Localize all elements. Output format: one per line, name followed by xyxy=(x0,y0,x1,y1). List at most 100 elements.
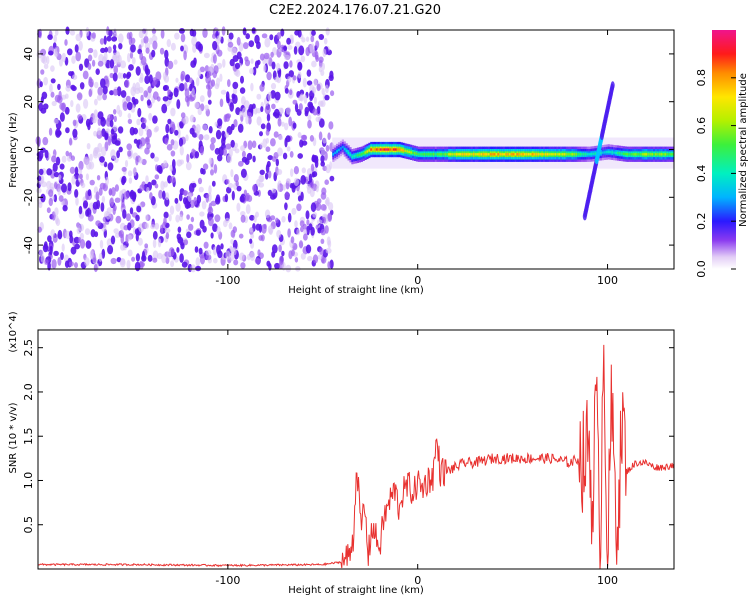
spectrogram-noise-cell xyxy=(237,123,244,133)
spectrogram-noise-cell xyxy=(182,44,189,55)
spectrogram-noise-cell xyxy=(112,88,119,96)
snr-series-line xyxy=(37,344,675,570)
spectrogram-noise-cell xyxy=(224,193,229,203)
spectrogram-noise-cell xyxy=(322,137,327,144)
spectrogram-signal-cell xyxy=(345,149,348,153)
spectrogram-noise-cell xyxy=(96,175,101,181)
spectrogram-noise-cell xyxy=(298,240,304,249)
spectrogram-noise-cell xyxy=(306,69,312,77)
spectrogram-noise-cell xyxy=(138,30,144,39)
spectrogram-noise-cell xyxy=(152,80,156,87)
spectrogram-noise-cell xyxy=(285,178,291,184)
spectrogram-signal-cell xyxy=(503,153,506,156)
spectrogram-noise-cell xyxy=(99,38,105,45)
spectrogram-signal-cell xyxy=(493,153,496,156)
spectrogram-noise-cell xyxy=(328,121,334,130)
spectrogram-noise-cell xyxy=(145,47,150,54)
spectrogram-noise-cell xyxy=(120,90,127,98)
spectrogram-noise-cell xyxy=(308,173,313,183)
spectrogram-signal-cell xyxy=(374,148,377,151)
spectrogram-noise-cell xyxy=(117,126,124,134)
spectrogram-signal-cell xyxy=(600,151,603,155)
spectrogram-noise-cell xyxy=(147,85,152,94)
spectrogram-noise-cell xyxy=(40,69,45,75)
spectrogram-signal-cell xyxy=(347,151,350,155)
spectrogram-signal-cell xyxy=(383,148,386,151)
spectrogram-noise-cell xyxy=(129,207,134,215)
spectrogram-noise-cell xyxy=(58,174,62,181)
spectrogram-noise-cell xyxy=(286,37,291,45)
spectrogram-noise-cell xyxy=(69,230,73,238)
spectrogram-signal-cell xyxy=(552,153,555,156)
spectrogram-signal-cell xyxy=(389,148,392,151)
spectrogram-noise-cell xyxy=(289,89,293,96)
spectrogram-noise-cell xyxy=(92,113,96,124)
spectrogram-noise-cell xyxy=(144,243,149,249)
spectrogram-noise-cell xyxy=(150,224,156,230)
spectrogram-noise-cell xyxy=(327,132,331,140)
spectrogram-signal-cell xyxy=(672,153,675,156)
spectrogram-noise-cell xyxy=(326,236,331,246)
spectrogram-noise-cell xyxy=(84,257,90,267)
spectrogram-noise-cell xyxy=(186,153,190,163)
spectrogram-signal-cell xyxy=(655,153,658,156)
spectrogram-signal-cell xyxy=(527,153,530,156)
spectrogram-noise-cell xyxy=(299,93,304,102)
spectrogram-signal-cell xyxy=(609,150,612,154)
spectrogram-noise-cell xyxy=(201,168,206,175)
spectrogram-signal-cell xyxy=(396,148,399,151)
spectrogram-signal-cell xyxy=(581,153,584,156)
spectrogram-noise-cell xyxy=(240,75,244,84)
spectrogram-noise-cell xyxy=(191,182,197,188)
spectrogram-noise-cell xyxy=(179,83,185,92)
spectrogram-signal-cell xyxy=(514,153,517,156)
spectrogram-noise-cell xyxy=(302,77,307,88)
spectrogram-noise-cell xyxy=(314,50,319,60)
spectrogram-noise-cell xyxy=(128,177,133,184)
figure-title: C2E2.2024.176.07.21.G20 xyxy=(269,3,441,18)
spectrogram-noise-cell xyxy=(112,72,118,82)
spectrogram-noise-cell xyxy=(99,239,104,249)
spectrogram-noise-cell xyxy=(107,46,112,54)
spectrogram-signal-cell xyxy=(613,151,616,154)
spectrogram-signal-cell xyxy=(438,153,441,156)
spectrogram-noise-cell xyxy=(284,191,290,201)
spectrogram-noise-cell xyxy=(112,44,117,50)
spectrogram-noise-cell xyxy=(217,49,223,57)
snr-frame xyxy=(37,329,675,570)
spectrogram-noise-cell xyxy=(212,223,218,232)
spectrogram-noise-cell xyxy=(320,69,325,76)
snr-panel: -100 0 100 0.5 1.0 1.5 2.0 2.5 Height of strai… xyxy=(8,311,675,596)
spectrogram-noise-cell xyxy=(189,83,193,92)
spectrogram-noise-cell xyxy=(97,111,104,120)
spectrogram-noise-cell xyxy=(130,44,136,53)
spectrogram-signal-cell xyxy=(394,148,398,151)
spectrogram-noise-cell xyxy=(55,128,61,138)
spectrogram-noise-cell xyxy=(70,84,76,90)
spectrogram-signal-cell xyxy=(658,153,661,156)
spectrogram-noise-cell xyxy=(87,122,91,131)
spectrogram-signal-cell xyxy=(544,153,548,156)
spectrogram-signal-cell xyxy=(478,153,481,156)
snr-y-multiplier: (x10^4) xyxy=(8,311,19,352)
spectrogram-signal-cell xyxy=(656,153,660,156)
spectrogram-signal-cell xyxy=(531,153,534,156)
spectrogram-signal-cell xyxy=(505,153,508,156)
spectrogram-signal-cell xyxy=(567,153,570,156)
spectrogram-noise-cell xyxy=(139,137,146,147)
spectrogram-signal-cell xyxy=(453,153,456,156)
spectrogram-noise-cell xyxy=(74,262,78,269)
spectrogram-noise-cell xyxy=(77,114,83,120)
spectrogram-noise-cell xyxy=(164,228,171,234)
spectrogram-noise-cell xyxy=(227,41,234,48)
spectrogram-noise-cell xyxy=(265,146,271,152)
spectrogram-noise-cell xyxy=(269,34,274,41)
spectrogram-noise-cell xyxy=(318,34,325,40)
spectrogram-signal-cell xyxy=(550,153,553,156)
spectrogram-noise-cell xyxy=(163,160,168,168)
spectrogram-noise-cell xyxy=(232,226,237,234)
spectrogram-noise-cell xyxy=(151,179,157,186)
spectrogram-noise-cell xyxy=(163,211,169,219)
spectrogram-noise-cell xyxy=(259,131,263,137)
spectrogram-signal-cell xyxy=(666,153,669,156)
